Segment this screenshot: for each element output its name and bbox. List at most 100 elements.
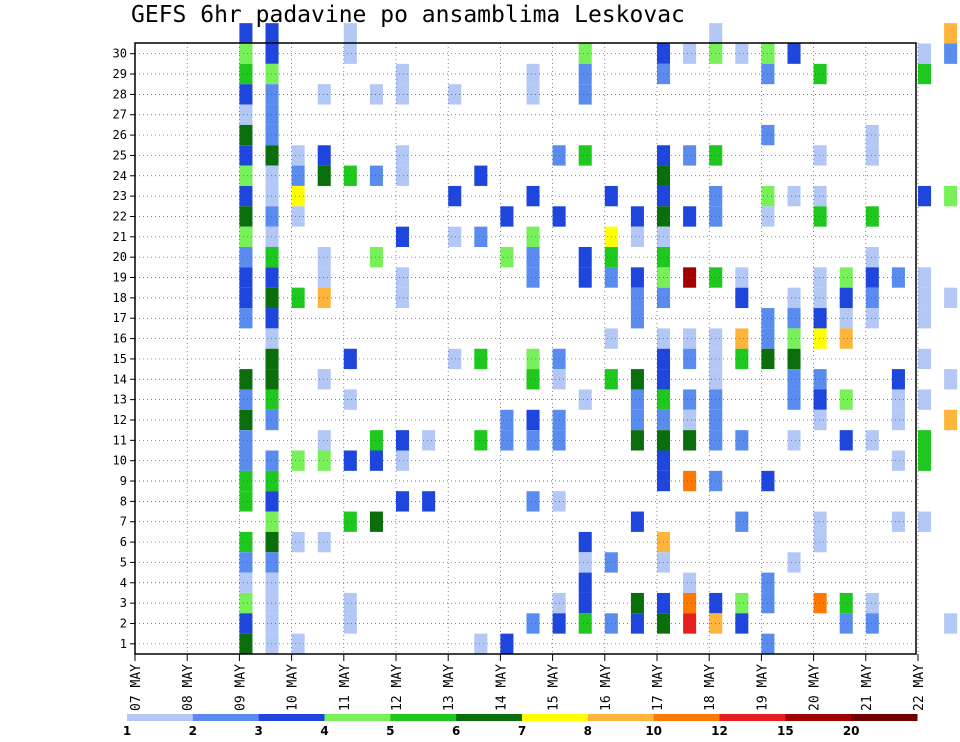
- heatmap-cell: [448, 84, 462, 105]
- y-tick-label: 15: [113, 352, 127, 366]
- heatmap-cell: [239, 63, 253, 85]
- heatmap-cell: [317, 247, 331, 268]
- heatmap-cell: [865, 430, 879, 451]
- heatmap-cell: [239, 430, 253, 451]
- colorbar-label: 10: [645, 724, 662, 738]
- heatmap-cell: [813, 592, 827, 614]
- heatmap-cell: [865, 145, 879, 166]
- y-tick-label: 26: [113, 128, 127, 142]
- heatmap-cell: [526, 369, 540, 390]
- y-tick-label: 17: [113, 311, 127, 325]
- heatmap-cell: [448, 185, 462, 207]
- heatmap-cell: [239, 613, 253, 634]
- heatmap-cell: [735, 287, 749, 309]
- heatmap-cell: [317, 145, 331, 166]
- heatmap-cell: [317, 369, 331, 390]
- heatmap-cell: [526, 409, 540, 431]
- heatmap-cell: [265, 328, 279, 349]
- heatmap-cell: [839, 389, 853, 410]
- heatmap-cell: [578, 531, 592, 553]
- heatmap-cell: [944, 23, 958, 44]
- heatmap-cell: [630, 430, 644, 451]
- heatmap-cell: [865, 592, 879, 614]
- colorbar-swatch: [785, 714, 852, 721]
- heatmap-cell: [918, 389, 932, 410]
- chart-title: GEFS 6hr padavine po ansamblima Leskovac: [131, 2, 685, 28]
- heatmap-cell: [944, 613, 958, 634]
- heatmap-cell: [265, 308, 279, 329]
- heatmap-cell: [735, 43, 749, 64]
- heatmap-cell: [474, 430, 488, 451]
- heatmap-cell: [865, 247, 879, 268]
- y-tick-label: 19: [113, 271, 127, 285]
- heatmap-cell: [578, 267, 592, 288]
- heatmap-cell: [578, 613, 592, 634]
- colorbar-swatch: [258, 714, 325, 721]
- plot-frame: [134, 42, 917, 655]
- heatmap-cell: [578, 592, 592, 614]
- heatmap-cell: [239, 592, 253, 614]
- heatmap-cell: [578, 63, 592, 85]
- heatmap-cell: [369, 450, 383, 471]
- heatmap-cell: [578, 145, 592, 166]
- y-tick-label: 23: [113, 189, 127, 203]
- heatmap-cell: [839, 287, 853, 309]
- heatmap-cell: [396, 491, 410, 512]
- y-tick-label: 30: [113, 47, 127, 61]
- heatmap-cell: [526, 613, 540, 634]
- heatmap-cell: [422, 491, 436, 512]
- x-tick-label: 22 MAY: [912, 664, 927, 711]
- heatmap-cell: [239, 389, 253, 410]
- heatmap-cell: [683, 267, 697, 288]
- heatmap-cell: [396, 430, 410, 451]
- y-axis-ticks: 1234567891011121314151617181920212223242…: [113, 47, 135, 651]
- heatmap-cell: [891, 389, 905, 410]
- heatmap-cell: [839, 308, 853, 329]
- y-tick-label: 9: [120, 474, 127, 488]
- heatmap-cell: [265, 104, 279, 125]
- heatmap-cell: [239, 43, 253, 64]
- heatmap-cell: [396, 84, 410, 105]
- heatmap-cell: [683, 328, 697, 349]
- heatmap-cell: [918, 348, 932, 370]
- heatmap-cell: [813, 369, 827, 390]
- heatmap-cell: [291, 185, 305, 207]
- heatmap-cell: [239, 185, 253, 207]
- heatmap-cell: [265, 348, 279, 370]
- heatmap-cell: [291, 633, 305, 654]
- heatmap-cell: [813, 206, 827, 227]
- heatmap-cell: [239, 369, 253, 390]
- heatmap-cell: [526, 84, 540, 105]
- heatmap-cell: [448, 226, 462, 247]
- heatmap-cell: [239, 572, 253, 593]
- heatmap-cell: [343, 23, 357, 44]
- heatmap-cell: [369, 247, 383, 268]
- heatmap-cell: [918, 450, 932, 471]
- heatmap-cell: [265, 389, 279, 410]
- heatmap-cell: [239, 308, 253, 329]
- y-tick-label: 12: [113, 413, 127, 427]
- heatmap-cell: [474, 633, 488, 654]
- heatmap-cell: [813, 328, 827, 349]
- colorbar-swatch: [127, 714, 194, 721]
- heatmap-cell: [578, 84, 592, 105]
- y-tick-label: 10: [113, 454, 127, 468]
- colorbar-label: 8: [584, 724, 592, 738]
- heatmap-cell: [578, 552, 592, 573]
- heatmap-cell: [500, 247, 514, 268]
- heatmap-cell: [265, 84, 279, 105]
- heatmap-cell: [369, 511, 383, 532]
- y-tick-label: 25: [113, 148, 127, 162]
- heatmap-cell: [369, 430, 383, 451]
- colorbar-swatch: [324, 714, 391, 721]
- colorbar-swatch: [192, 714, 260, 721]
- heatmap-cell: [918, 287, 932, 309]
- colorbar-swatch: [719, 714, 786, 721]
- colorbar-swatch: [653, 714, 720, 721]
- heatmap-cell: [265, 226, 279, 247]
- y-tick-label: 8: [120, 494, 127, 508]
- heatmap-cell: [683, 206, 697, 227]
- y-tick-label: 14: [113, 372, 127, 386]
- heatmap-cell: [735, 511, 749, 532]
